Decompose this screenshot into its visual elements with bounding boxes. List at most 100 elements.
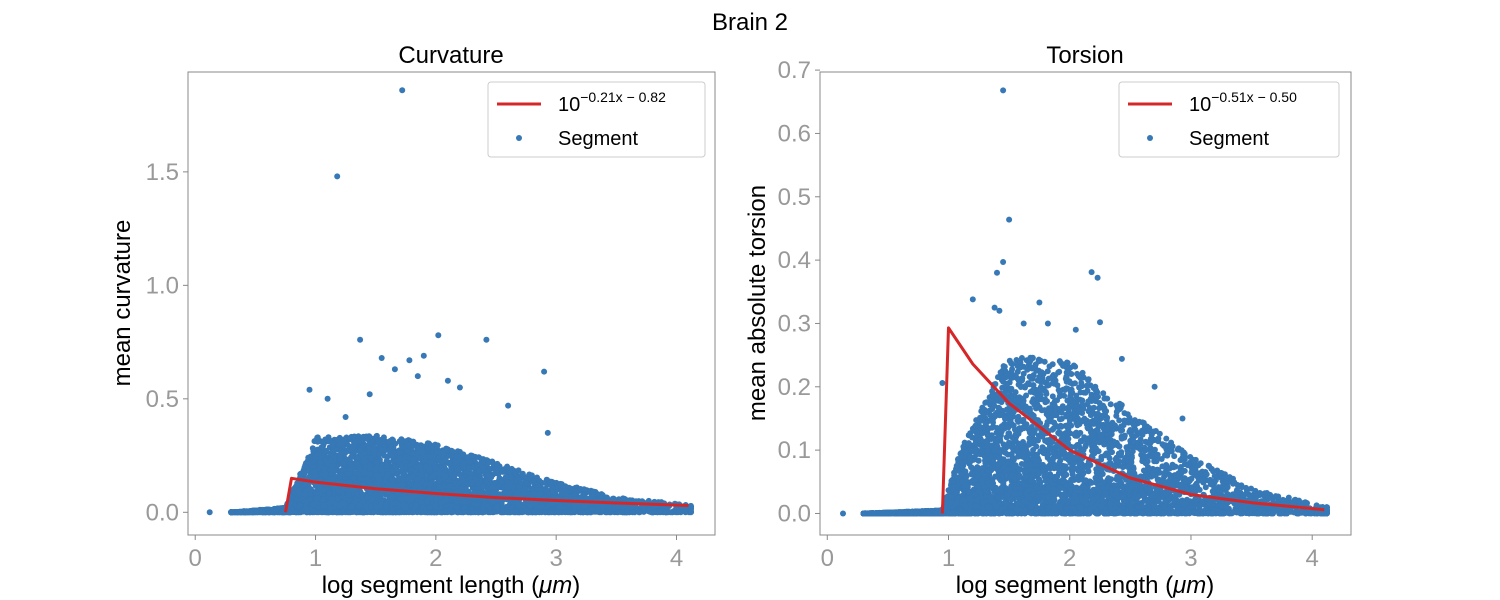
curvature-segment-point <box>366 445 373 452</box>
curvature-segment-point <box>392 463 399 469</box>
curvature-segment-point <box>556 502 563 509</box>
curvature-segment-point <box>412 502 419 509</box>
curvature-segment-point <box>373 491 379 498</box>
curvature-segment-point <box>469 452 476 459</box>
curvature-legend-fit-exp: −0.21x − 0.82 <box>580 89 666 105</box>
curvature-segment-point <box>687 509 694 516</box>
curvature-segment-point <box>389 493 396 500</box>
curvature-outlier-point <box>399 87 406 94</box>
curvature-segment-point <box>323 447 330 454</box>
curvature-outlier-point <box>334 173 341 180</box>
curvature-segment-point <box>494 467 501 474</box>
curvature-outlier-point <box>306 386 313 393</box>
curvature-segment-point <box>432 464 439 471</box>
curvature-outlier-point <box>435 332 442 339</box>
curvature-segment-point <box>624 509 631 516</box>
curvature-outlier-point <box>378 355 385 361</box>
curvature-outlier-point <box>366 391 373 398</box>
curvature-segment-point <box>301 464 308 471</box>
curvature-ytick-label: 0.5 <box>146 386 179 413</box>
curvature-segment-point <box>380 434 387 441</box>
curvature-segment-point <box>388 509 395 516</box>
curvature-segment-point <box>524 480 531 487</box>
curvature-segment-point <box>378 491 385 498</box>
torsion-ytick-label: 0.5 <box>778 184 811 211</box>
curvature-segment-point <box>349 475 356 482</box>
curvature-xlabel-main: log segment length ( <box>322 572 539 599</box>
curvature-segment-point <box>371 452 377 459</box>
curvature-xtick-label: 3 <box>549 545 562 572</box>
curvature-segment-point <box>475 480 482 487</box>
curvature-segment-point <box>325 509 332 516</box>
curvature-segment-point <box>519 509 526 516</box>
curvature-legend-fit-base: 10 <box>558 94 580 116</box>
curvature-segment-point <box>296 502 303 509</box>
curvature-xtick-label: 0 <box>189 545 202 572</box>
torsion-bulk-points <box>860 354 1330 517</box>
curvature-segment-point <box>259 509 266 516</box>
curvature-segment-point <box>317 459 324 466</box>
curvature-xtick-label: 4 <box>670 545 683 572</box>
curvature-segment-point <box>328 495 335 502</box>
curvature-segment-point <box>389 477 396 484</box>
curvature-segment-point <box>347 509 354 516</box>
torsion-ytick-label: 0.7 <box>778 57 811 84</box>
curvature-segment-point <box>326 490 332 497</box>
curvature-segment-point <box>447 452 454 459</box>
curvature-segment-point <box>398 436 405 443</box>
curvature-segment-point <box>429 453 436 460</box>
curvature-segment-point <box>498 478 505 485</box>
curvature-segment-point <box>357 476 364 482</box>
curvature-segment-point <box>404 442 411 449</box>
curvature-segment-point <box>504 509 511 516</box>
curvature-segment-point <box>499 467 506 474</box>
curvature-segment-point <box>297 471 304 478</box>
curvature-segment-point <box>389 482 396 489</box>
torsion-panel: Torsion mean absolute torsion log segmen… <box>744 42 1352 599</box>
curvature-segment-point <box>314 495 321 501</box>
curvature-segment-point <box>635 509 642 516</box>
curvature-segment-point <box>345 491 352 498</box>
curvature-segment-point <box>519 470 526 477</box>
curvature-xlabel-close: ) <box>572 572 580 599</box>
curvature-segment-point <box>236 509 243 516</box>
curvature-segment-point <box>389 501 396 507</box>
curvature-segment-point <box>366 470 373 477</box>
curvature-segment-point <box>460 459 466 466</box>
torsion-ytick-label: 0.2 <box>778 374 811 401</box>
curvature-segment-point <box>418 498 425 505</box>
torsion-title: Torsion <box>1046 42 1123 69</box>
curvature-outlier-point <box>444 377 451 384</box>
curvature-segment-point <box>409 509 416 516</box>
curvature-segment-point <box>344 470 351 477</box>
curvature-segment-point <box>295 487 302 494</box>
curvature-segment-point <box>337 453 344 460</box>
curvature-segment-point <box>340 438 347 445</box>
curvature-segment-point <box>480 509 486 516</box>
curvature-segment-point <box>271 509 278 516</box>
curvature-segment-point <box>489 484 496 491</box>
curvature-outlier-point <box>505 402 512 409</box>
curvature-segment-point <box>315 509 322 516</box>
curvature-segment-point <box>287 509 294 516</box>
curvature-segment-point <box>506 467 513 474</box>
curvature-outlier-point <box>342 414 349 420</box>
curvature-segment-point <box>411 456 418 463</box>
curvature-segment-point <box>327 457 334 464</box>
curvature-segment-point <box>301 491 308 498</box>
torsion-ytick-label: 0.6 <box>778 120 811 147</box>
curvature-segment-point <box>387 437 394 444</box>
curvature-segment-point <box>426 467 433 474</box>
curvature-segment-point <box>590 488 597 495</box>
curvature-segment-point <box>470 509 477 516</box>
curvature-segment-point <box>536 491 543 498</box>
curvature-segment-point <box>418 478 425 485</box>
curvature-segment-point <box>356 502 363 509</box>
curvature-title: Curvature <box>398 42 503 69</box>
curvature-segment-point <box>437 509 444 516</box>
curvature-segment-point <box>372 466 379 473</box>
curvature-segment-point <box>505 484 512 491</box>
curvature-segment-point <box>604 494 610 501</box>
curvature-segment-point <box>356 466 363 473</box>
